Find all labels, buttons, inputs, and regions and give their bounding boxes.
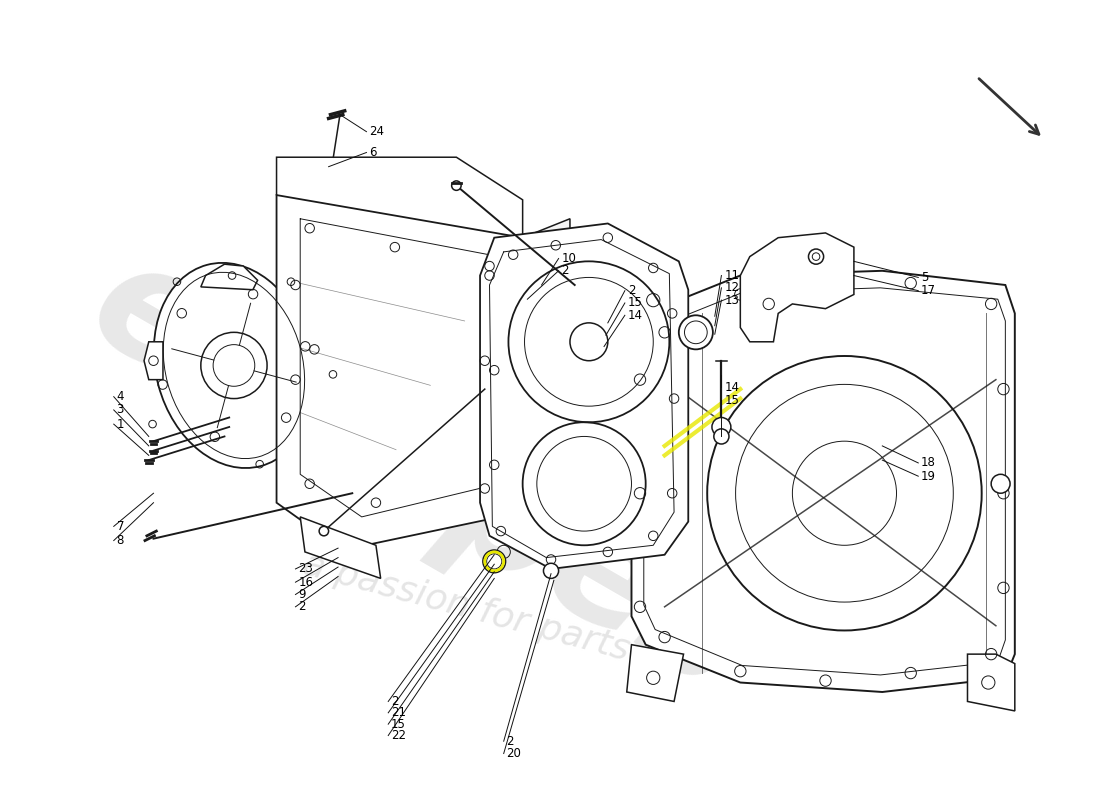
Polygon shape: [144, 342, 163, 380]
Polygon shape: [480, 223, 689, 569]
Text: 15: 15: [628, 297, 642, 310]
Polygon shape: [276, 158, 522, 238]
Text: 20: 20: [506, 747, 521, 760]
Text: 14: 14: [724, 381, 739, 394]
Circle shape: [319, 526, 329, 536]
Text: 22: 22: [392, 729, 406, 742]
Text: 8: 8: [117, 534, 124, 547]
Text: 13: 13: [724, 294, 739, 306]
Text: a passion for parts: a passion for parts: [299, 546, 632, 667]
Polygon shape: [201, 264, 257, 290]
Text: 2: 2: [628, 284, 635, 297]
Text: 11: 11: [724, 269, 739, 282]
Polygon shape: [631, 271, 1015, 692]
Circle shape: [543, 563, 559, 578]
Circle shape: [483, 550, 506, 573]
Text: 23: 23: [298, 562, 314, 575]
Text: 15: 15: [392, 718, 406, 730]
Text: 17: 17: [921, 284, 936, 297]
Text: 5: 5: [921, 271, 928, 284]
Text: 12: 12: [724, 282, 739, 294]
Text: 9: 9: [298, 588, 306, 601]
Circle shape: [679, 315, 713, 350]
Text: 2: 2: [561, 264, 569, 278]
Text: europes: europes: [64, 225, 772, 723]
Polygon shape: [968, 654, 1015, 711]
Polygon shape: [300, 517, 381, 578]
Ellipse shape: [154, 263, 314, 468]
Circle shape: [712, 418, 730, 437]
Text: 7: 7: [117, 520, 124, 533]
Polygon shape: [305, 330, 322, 370]
Text: 16: 16: [298, 576, 314, 589]
Text: 085: 085: [850, 271, 914, 318]
Polygon shape: [627, 278, 679, 332]
Polygon shape: [522, 218, 570, 512]
Text: 6: 6: [370, 146, 377, 159]
Text: 4: 4: [117, 390, 124, 403]
Text: 2: 2: [392, 695, 398, 708]
Text: 3: 3: [117, 403, 124, 417]
Text: 2: 2: [298, 600, 306, 614]
Text: 24: 24: [370, 125, 384, 138]
Polygon shape: [627, 645, 683, 702]
Text: 2: 2: [506, 734, 514, 748]
Polygon shape: [740, 233, 854, 342]
Circle shape: [714, 429, 729, 444]
Text: 21: 21: [392, 706, 406, 719]
Circle shape: [452, 181, 461, 190]
Text: 14: 14: [628, 309, 642, 322]
Text: 1: 1: [117, 418, 124, 430]
Polygon shape: [276, 195, 522, 550]
Text: 10: 10: [561, 252, 576, 265]
Text: 18: 18: [921, 457, 936, 470]
Text: 19: 19: [921, 470, 936, 482]
Circle shape: [991, 474, 1010, 494]
Text: 15: 15: [724, 394, 739, 407]
